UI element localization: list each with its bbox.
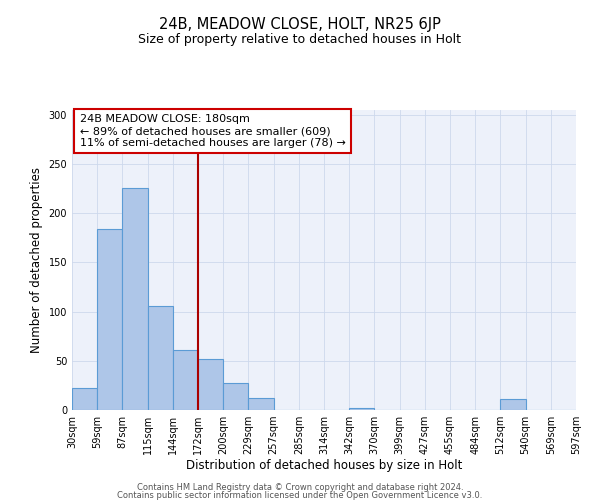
Text: 24B, MEADOW CLOSE, HOLT, NR25 6JP: 24B, MEADOW CLOSE, HOLT, NR25 6JP: [159, 18, 441, 32]
Bar: [500, 399, 526, 410]
Text: Contains public sector information licensed under the Open Government Licence v3: Contains public sector information licen…: [118, 492, 482, 500]
Bar: [72, 388, 97, 410]
Text: Contains HM Land Registry data © Crown copyright and database right 2024.: Contains HM Land Registry data © Crown c…: [137, 483, 463, 492]
Bar: [148, 306, 173, 410]
Bar: [349, 408, 374, 410]
Bar: [223, 384, 248, 410]
Bar: [198, 359, 223, 410]
Bar: [173, 350, 198, 410]
Bar: [248, 398, 274, 410]
Y-axis label: Number of detached properties: Number of detached properties: [30, 167, 43, 353]
Bar: [122, 188, 148, 410]
Bar: [97, 229, 122, 410]
Text: Size of property relative to detached houses in Holt: Size of property relative to detached ho…: [139, 32, 461, 46]
X-axis label: Distribution of detached houses by size in Holt: Distribution of detached houses by size …: [186, 458, 462, 471]
Text: 24B MEADOW CLOSE: 180sqm
← 89% of detached houses are smaller (609)
11% of semi-: 24B MEADOW CLOSE: 180sqm ← 89% of detach…: [80, 114, 346, 148]
